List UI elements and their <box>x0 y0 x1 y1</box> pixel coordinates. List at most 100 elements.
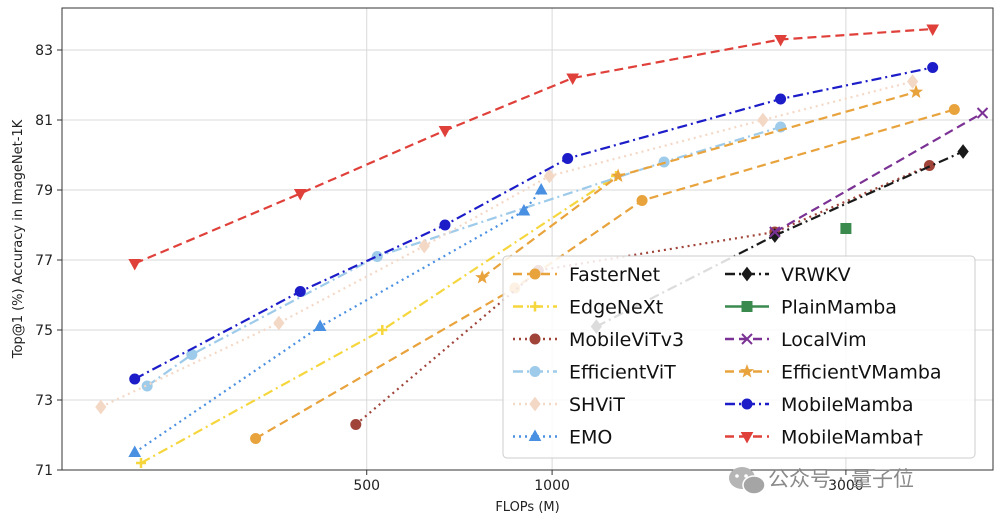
legend-item-mobilevitv3: MobileViTv3 <box>513 329 684 351</box>
data-point <box>350 419 362 430</box>
legend-marker <box>529 333 541 345</box>
legend-item-emo: EMO <box>513 427 612 449</box>
legend-item-edgenext: EdgeNeXt <box>513 297 663 319</box>
legend-label: LocalVim <box>781 329 867 351</box>
y-tick-label: 73 <box>35 393 53 409</box>
data-point <box>927 62 939 73</box>
legend-item-plainmamba: PlainMamba <box>725 297 897 319</box>
data-point <box>774 35 787 47</box>
axes-layer: 71 73 75 77 79 81 83 500 1000 3000 FLOPs (M) Top@1 … <box>11 7 994 515</box>
y-tick-label: 81 <box>35 113 53 129</box>
legend-label: EMO <box>569 427 612 449</box>
data-point <box>840 223 852 234</box>
wechat-icon <box>729 467 766 495</box>
legend-marker <box>528 429 542 441</box>
data-point <box>908 84 924 99</box>
data-point <box>475 270 490 284</box>
data-point <box>926 24 940 37</box>
series-shvit <box>95 74 919 415</box>
x-tick-label: 1000 <box>534 478 570 494</box>
series-line <box>134 27 933 265</box>
series-mobilemamba-dagger <box>128 24 940 271</box>
data-point <box>439 219 451 231</box>
y-tick-label: 83 <box>35 43 53 59</box>
legend-marker <box>741 266 753 282</box>
data-point <box>293 189 307 201</box>
legend-item-efficientvit: EfficientViT <box>513 362 676 384</box>
data-point <box>517 203 531 216</box>
legend-marker <box>529 268 541 280</box>
legend-marker <box>529 396 541 412</box>
legend-label: PlainMamba <box>781 297 897 319</box>
data-point <box>636 195 648 206</box>
series-mobilemamba <box>129 62 939 385</box>
data-point <box>562 153 574 164</box>
legend-label: VRWKV <box>781 264 851 286</box>
legend-label: MobileMamba <box>781 394 914 416</box>
data-point <box>128 259 142 271</box>
legend-item-fasternet: FasterNet <box>513 264 660 286</box>
series-plainmamba <box>840 223 852 234</box>
legend-marker <box>741 333 753 345</box>
data-point <box>611 168 626 183</box>
legend-item-vrwkv: VRWKV <box>725 264 851 286</box>
y-axis-title: Top@1 (%) Accuracy in ImageNet-1K <box>11 119 26 359</box>
legend-marker <box>739 364 755 378</box>
data-point <box>534 182 548 195</box>
x-tick-label: 3000 <box>828 478 864 494</box>
data-point <box>566 73 580 86</box>
legend-label: SHViT <box>569 394 625 416</box>
data-point <box>250 433 262 444</box>
plot-frame <box>61 7 994 471</box>
data-point <box>948 104 960 115</box>
data-point <box>128 445 142 457</box>
y-tick-label: 71 <box>35 463 53 479</box>
series-efficientvit <box>141 121 787 392</box>
legend-item-mobilemamba: MobileMamba <box>725 394 914 416</box>
data-point <box>769 226 781 238</box>
legend-label: EdgeNeXt <box>569 297 663 319</box>
series-line <box>134 189 543 454</box>
x-axis-title: FLOPs (M) <box>495 500 559 515</box>
data-point <box>313 319 327 331</box>
data-point <box>438 126 452 138</box>
series-efficientvmamba <box>475 84 924 284</box>
data-point <box>957 144 969 159</box>
data-point <box>976 107 989 119</box>
legend-box <box>502 255 976 459</box>
y-tick-label: 77 <box>35 253 53 269</box>
legend-label: EfficientVMamba <box>781 362 942 384</box>
data-point <box>769 228 781 243</box>
legend-label: FasterNet <box>569 264 660 286</box>
data-point <box>757 112 769 128</box>
series-emo <box>128 182 548 457</box>
series-line <box>255 108 955 440</box>
data-point <box>129 373 141 385</box>
data-point <box>775 93 787 105</box>
legend-marker <box>529 366 541 377</box>
legend-item-localvim: LocalVim <box>725 329 867 351</box>
y-tick-label: 75 <box>35 323 53 339</box>
data-point <box>418 238 430 254</box>
legend-item-shvit: SHViT <box>513 394 625 416</box>
data-point <box>371 251 383 262</box>
y-tick-label: 79 <box>35 183 53 199</box>
data-point <box>294 286 306 297</box>
legend-label: MobileMamba† <box>781 427 923 449</box>
series-line <box>774 112 984 233</box>
legend: FasterNet EdgeNeXt MobileViTv3 EfficientViT… <box>502 255 976 459</box>
series-localvim <box>769 107 989 238</box>
x-tick-label: 500 <box>353 478 380 494</box>
data-point <box>95 399 107 415</box>
series-layer <box>95 24 989 468</box>
data-point <box>543 168 556 184</box>
data-point <box>377 325 388 335</box>
data-point <box>906 74 919 89</box>
watermark-text: 公众号 · 量子位 <box>768 467 914 491</box>
legend-marker <box>530 301 540 312</box>
legend-item-efficientvmamba: EfficientVMamba <box>725 362 942 384</box>
legend-item-mobilemamba-dagger: MobileMamba† <box>725 427 923 449</box>
series-line <box>100 80 913 408</box>
